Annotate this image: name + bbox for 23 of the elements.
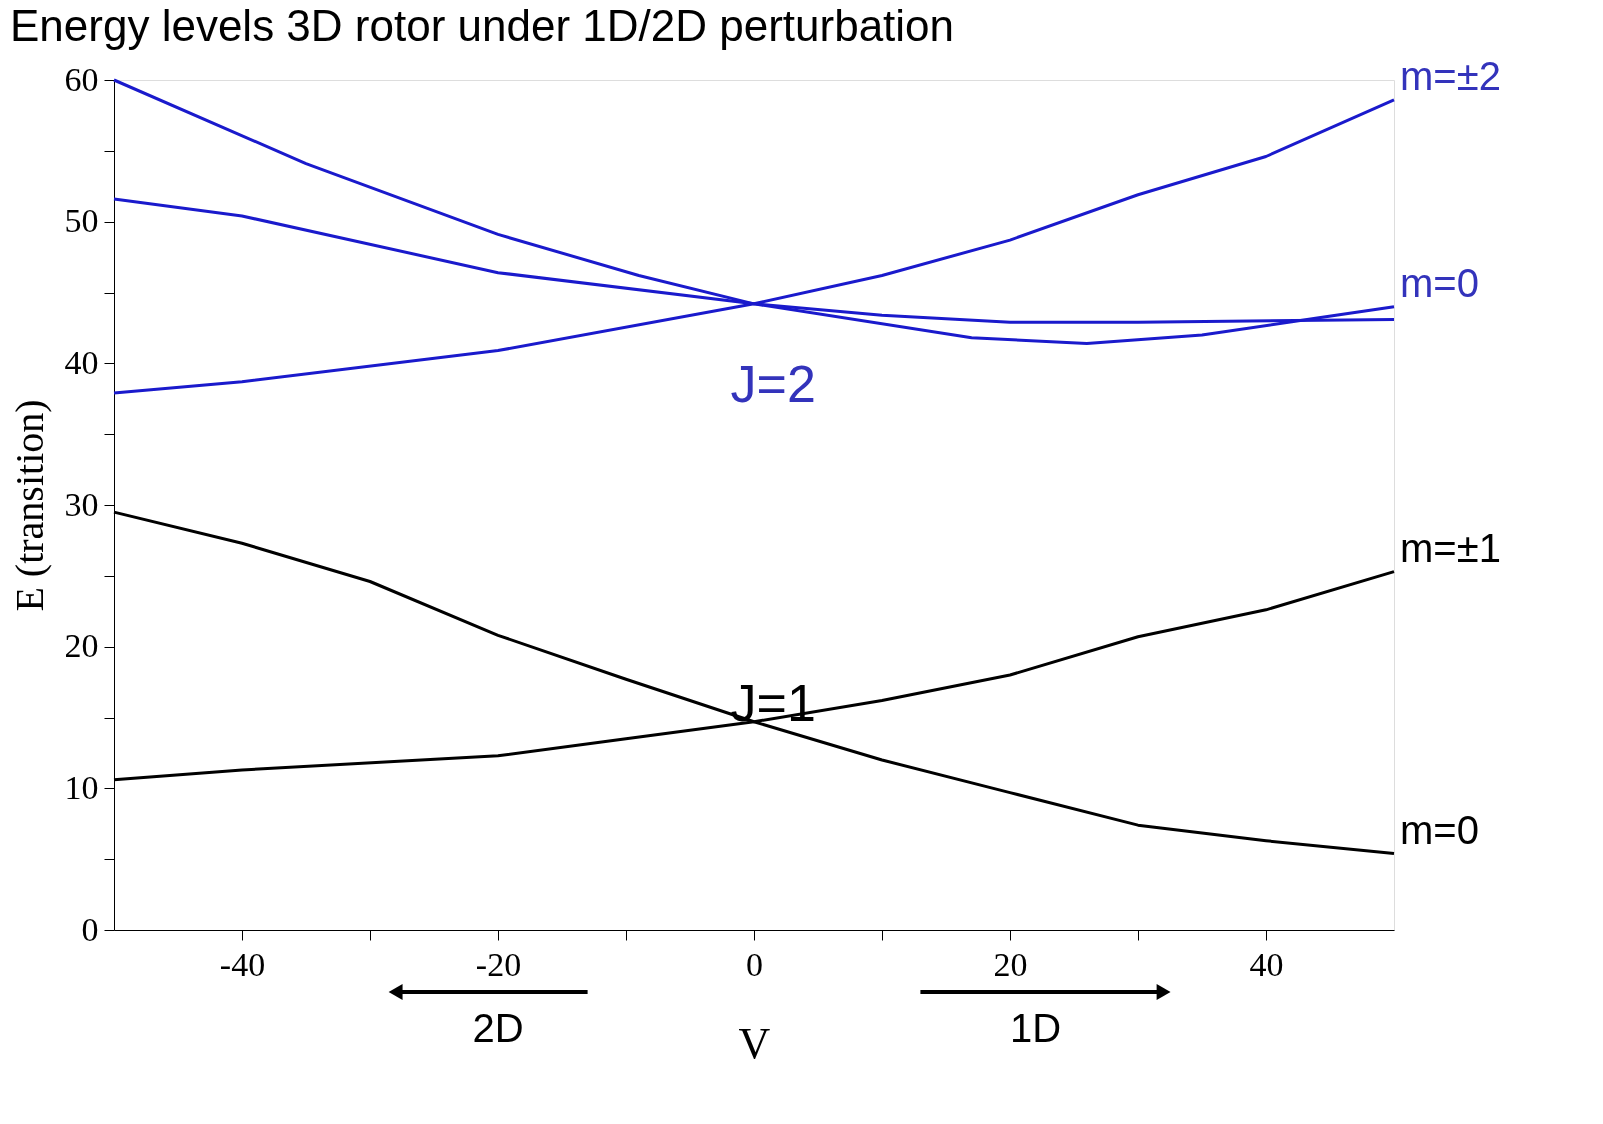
text: m=±2 [1400,53,1501,98]
text: 1D [1010,1006,1062,1050]
x-tick-label: 20 [993,945,1028,983]
y-tick-label: 20 [64,627,99,665]
y-tick-label: 50 [64,202,99,240]
x-tick-label: -40 [219,945,266,983]
line-series [112,78,1396,345]
text: 2D [472,1006,524,1050]
x-tick-label: -20 [475,945,522,983]
x-tick-label: 40 [1249,945,1284,983]
y-tick-label: 60 [64,60,99,98]
text: m=0 [1400,260,1479,305]
y-tick-label: 40 [64,343,99,381]
annotation: J=2 [730,355,816,413]
text: m=0 [1400,807,1479,852]
y-tick-label: 10 [64,768,99,806]
text: m=±1 [1400,525,1501,570]
x-tick-label: 0 [746,945,763,983]
y-tick-label: 0 [81,910,99,948]
y-tick-label: 30 [64,485,99,523]
chart-title: Energy levels 3D rotor under 1D/2D perturbation [10,0,955,50]
y-axis-title: E (transition) [6,399,52,612]
x-axis-title: V [738,1018,771,1068]
